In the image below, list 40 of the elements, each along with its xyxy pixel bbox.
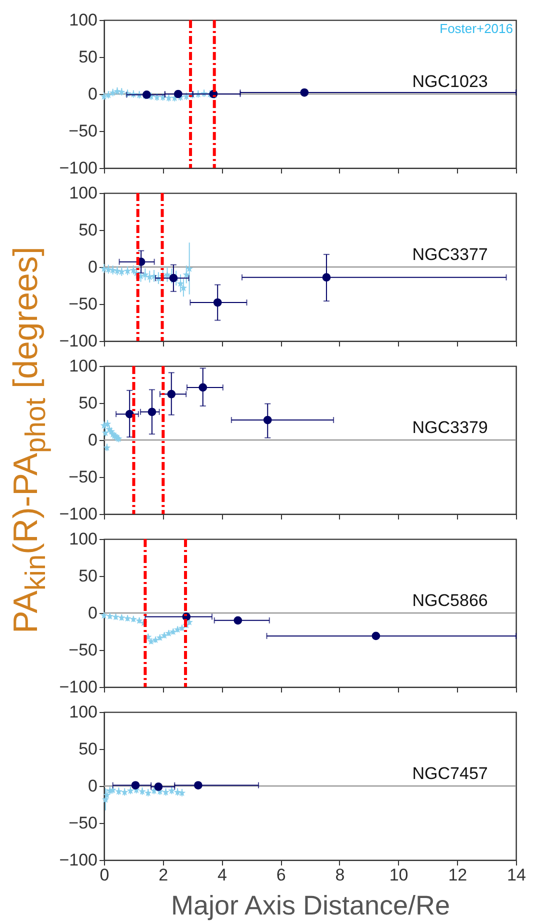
y-tick-label: 100: [69, 356, 98, 376]
y-tick-label: −50: [68, 122, 98, 140]
text: NGC7457: [412, 764, 488, 784]
y-tick-label: 100: [69, 702, 98, 722]
x-tick-label: 2: [158, 866, 168, 884]
y-tick-label: 50: [78, 220, 98, 240]
x-tick-label: 14: [507, 866, 526, 884]
x-tick-label: 0: [100, 866, 110, 884]
y-tick-label: 0: [88, 84, 98, 104]
y-tick-label: −50: [68, 294, 98, 314]
x-tick-label: 4: [217, 866, 227, 884]
text: NGC3377: [412, 245, 488, 264]
y-tick-label: 0: [88, 604, 98, 622]
annotation: Foster+2016: [440, 21, 513, 36]
y-tick-label: −50: [68, 640, 98, 660]
x-tick-label: 10: [389, 866, 408, 884]
y-tick-label: −100: [59, 678, 98, 696]
y-tick-label: 50: [78, 566, 98, 586]
y-tick-label: 100: [69, 530, 98, 548]
y-tick-label: −50: [68, 468, 98, 486]
y-tick-label: 0: [88, 258, 98, 276]
y-tick-label: 100: [69, 10, 98, 30]
text: NGC1023: [412, 72, 488, 92]
y-tick-label: −100: [59, 850, 98, 870]
text: NGC3379: [412, 418, 488, 438]
y-tick-label: −50: [68, 814, 98, 832]
y-tick-label: 50: [78, 740, 98, 758]
y-tick-label: −100: [59, 332, 98, 350]
x-axis-title: Major Axis Distance/Re: [170, 890, 450, 920]
x-tick-label: 12: [448, 866, 468, 884]
text: NGC5866: [412, 591, 488, 610]
y-tick-label: −100: [59, 158, 98, 178]
y-tick-label: 50: [78, 48, 98, 66]
y-tick-label: −100: [59, 504, 98, 524]
x-tick-label: 8: [335, 866, 345, 884]
x-tick-label: 6: [276, 866, 286, 884]
y-tick-label: 100: [69, 184, 98, 202]
y-tick-label: 0: [88, 776, 98, 796]
y-tick-label: 50: [78, 394, 98, 412]
y-tick-label: 0: [88, 430, 98, 450]
